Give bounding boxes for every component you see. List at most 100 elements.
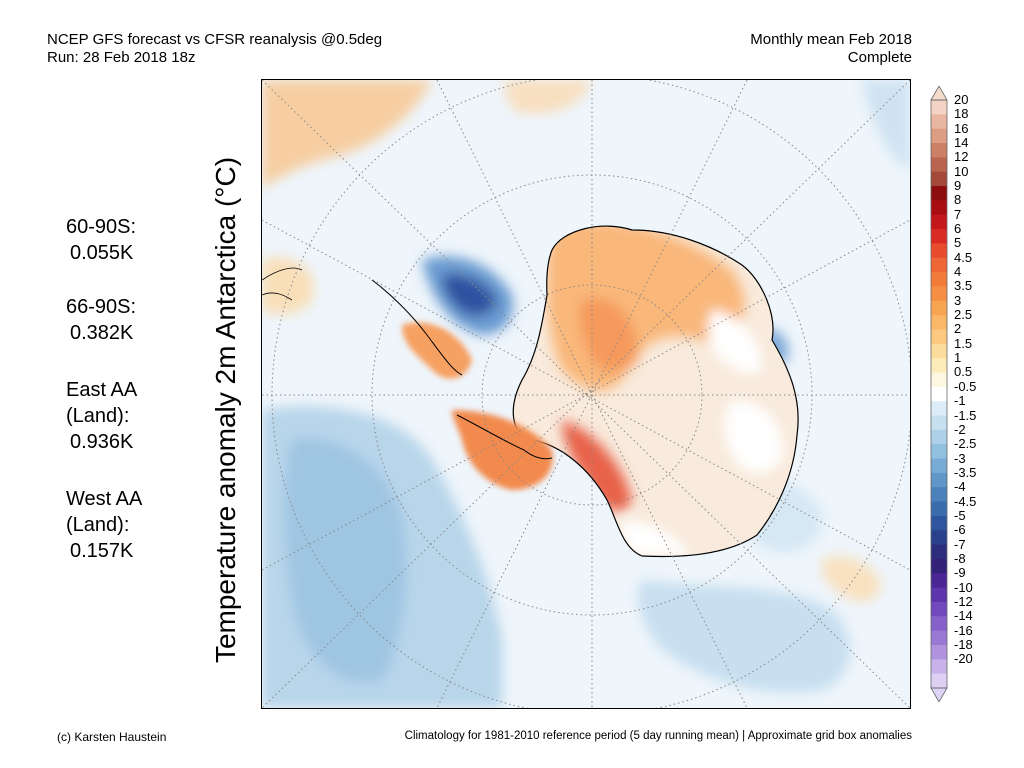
stat-label: 66-90S: [66,296,137,318]
graticule [262,80,910,708]
colorbar-tick-label: 0.5 [954,364,973,380]
period-status: Complete [847,49,912,66]
peninsula-coastline [371,279,463,376]
stat-value: 0.382K [70,322,134,344]
colorbar-top-arrow [930,86,948,101]
colorbar-tick-label: 6 [954,221,962,237]
stat-value: 0.936K [70,431,134,453]
colorbar-segment [931,286,947,302]
colorbar-segment [931,544,947,560]
colorbar-tick-label: 4.5 [954,249,973,265]
colorbar-segment [931,343,947,359]
colorbar-tick-label: 1.5 [954,335,973,351]
stat-west-aa: West AA (Land): 0.157K [66,486,142,564]
period-title: Monthly mean Feb 2018 [750,31,912,48]
colorbar-segment [931,673,947,689]
colorbar-segment [931,214,947,230]
colorbar-segment [931,444,947,459]
colorbar-tick-label: -20 [954,651,973,667]
colorbar-tick-label: 18 [954,106,969,122]
colorbar-tick-label: -7 [954,536,966,552]
colorbar-tick-label: 1 [954,350,962,366]
colorbar-segment [931,329,947,345]
stat-value: 0.157K [70,540,134,562]
colorbar-segment [931,558,947,574]
stat-sub: (Land): [66,514,130,536]
colorbar-segment [931,415,947,431]
colorbar-segment [931,272,947,287]
map-title: Temperature anomaly 2m Antarctica (°C) [210,156,241,664]
south-america-coastline [262,267,303,301]
colorbar-segment [931,530,947,545]
colorbar-segment [931,157,947,173]
colorbar-tick-label: 3.5 [954,278,973,294]
colorbar-segment [931,257,947,273]
anomaly-map [261,79,911,709]
colorbar-tick-label: 4 [954,264,962,280]
colorbar-tick-label: 12 [954,149,969,165]
copyright: (c) Karsten Haustein [57,730,167,744]
colorbar-segment [931,100,947,115]
colorbar-tick-label: -10 [954,579,973,595]
period-header: Monthly mean Feb 2018 Complete [750,31,912,67]
stat-label: West AA [66,488,143,510]
colorbar-tick-label: 16 [954,120,969,136]
colorbar-tick-label: -4 [954,479,966,495]
colorbar-tick-label: -1 [954,393,966,409]
ross-sea-coastline [456,414,553,460]
colorbar-tick-label: -6 [954,522,966,538]
colorbar-segment [931,372,947,388]
colorbar-tick-label: 20 [954,92,969,107]
colorbar-tick-label: -5 [954,507,966,523]
colorbar-tick-label: 10 [954,163,969,179]
colorbar-tick-label: -16 [954,622,973,638]
stat-label: East AA [66,379,138,401]
stat-value: 0.055K [70,242,134,264]
ocean-anomalies [262,80,910,708]
colorbar-tick-label: 2.5 [954,307,973,323]
colorbar-tick-label: 5 [954,235,962,251]
colorbar-tick-label: -0.5 [954,378,977,394]
colorbar-segment [931,616,947,632]
colorbar-segment [931,386,947,402]
antarctica-coastline [512,225,799,558]
stat-sub: (Land): [66,405,130,427]
colorbar-bottom-arrow [930,687,948,702]
colorbar-segment [931,114,947,130]
colorbar-segment [931,186,947,201]
climatology-note: Climatology for 1981-2010 reference peri… [404,730,912,742]
colorbar-tick-label: -3.5 [954,464,977,480]
colorbar-segment [931,515,947,531]
colorbar-segment [931,659,947,675]
colorbar-segment [931,315,947,330]
colorbar-segment [931,458,947,474]
colorbar-segment [931,358,947,373]
stat-66-90s: 66-90S: 0.382K [66,294,136,346]
colorbar-segment [931,573,947,589]
colorbar-tick-label: -2.5 [954,436,977,452]
colorbar-segment [931,401,947,416]
model-title: NCEP GFS forecast vs CFSR reanalysis @0.… [47,31,383,48]
colorbar-segment [931,630,947,646]
colorbar-segment [931,300,947,316]
colorbar-tick-label: -9 [954,565,966,581]
peninsula-anomaly [402,322,553,490]
run-header: NCEP GFS forecast vs CFSR reanalysis @0.… [47,31,382,67]
colorbar-segment [931,644,947,660]
colorbar-tick-label: -8 [954,550,966,566]
anomaly-map-svg [262,80,910,708]
colorbar-segment [931,429,947,445]
colorbar-segments [931,100,947,689]
stat-label: 60-90S: [66,216,137,238]
colorbar-segment [931,200,947,216]
colorbar-tick-label: 2 [954,321,962,337]
colorbar-segment [931,601,947,617]
colorbar-segment [931,143,947,158]
colorbar-tick-label: -14 [954,608,973,624]
colorbar-tick-label: 3 [954,292,962,308]
colorbar-segment [931,128,947,144]
colorbar-segment [931,501,947,517]
colorbar-tick-label: -3 [954,450,966,466]
colorbar-segment [931,171,947,187]
colorbar-tick-label: 8 [954,192,962,208]
